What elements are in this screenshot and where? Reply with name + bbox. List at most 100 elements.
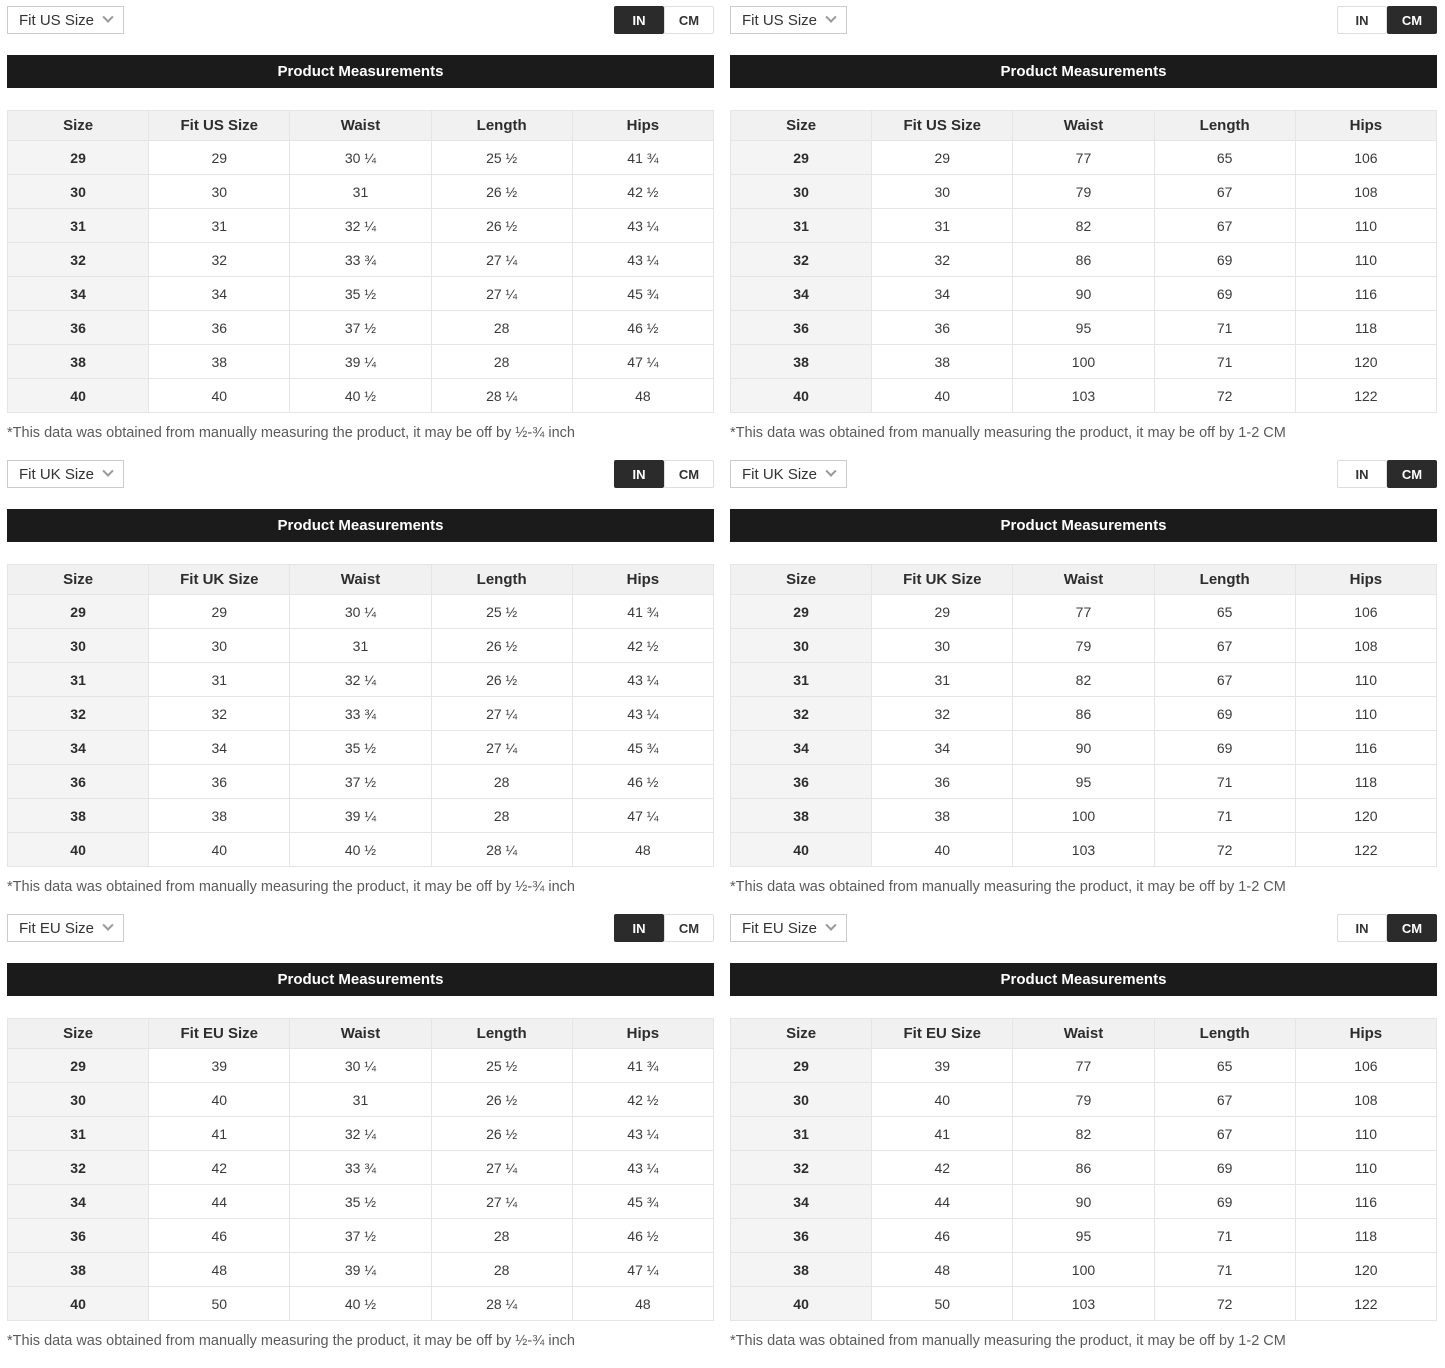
value-cell: 116 <box>1294 276 1438 311</box>
value-cell: 37 ½ <box>289 310 432 345</box>
value-cell: 42 <box>871 1150 1014 1185</box>
unit-toggle-in[interactable]: IN <box>614 6 664 34</box>
unit-toggle-cm[interactable]: CM <box>664 914 714 942</box>
value-cell: 86 <box>1012 696 1155 731</box>
value-cell: 28 <box>430 764 573 799</box>
unit-toggle-cm[interactable]: CM <box>1387 6 1437 34</box>
column-header: Waist <box>1012 564 1155 595</box>
fit-size-dropdown[interactable]: Fit US Size <box>7 6 125 34</box>
unit-toggle-in[interactable]: IN <box>1337 914 1387 942</box>
value-cell: 103 <box>1012 832 1155 867</box>
value-cell: 26 ½ <box>430 208 573 243</box>
value-cell: 118 <box>1294 310 1438 345</box>
value-cell: 33 ¾ <box>289 696 432 731</box>
value-cell: 36 <box>148 764 291 799</box>
value-cell: 32 ¼ <box>289 1116 432 1151</box>
size-cell: 32 <box>729 242 873 277</box>
dropdown-label: Fit UK Size <box>742 465 818 483</box>
column-header: Waist <box>289 564 432 595</box>
table-row: 40 40 40 ½ 28 ¼ 48 <box>6 378 715 413</box>
value-cell: 43 ¼ <box>571 1116 715 1151</box>
column-header: Size <box>729 564 873 595</box>
value-cell: 43 ¼ <box>571 696 715 731</box>
value-cell: 110 <box>1294 208 1438 243</box>
value-cell: 30 ¼ <box>289 1048 432 1083</box>
size-cell: 40 <box>729 378 873 413</box>
value-cell: 77 <box>1012 594 1155 629</box>
value-cell: 39 ¼ <box>289 1252 432 1287</box>
header-row: Size Fit EU Size Waist Length Hips <box>6 1018 715 1049</box>
value-cell: 42 ½ <box>571 174 715 209</box>
value-cell: 31 <box>289 1082 432 1117</box>
column-header: Waist <box>289 1018 432 1049</box>
fit-size-dropdown[interactable]: Fit EU Size <box>7 914 125 942</box>
value-cell: 33 ¾ <box>289 1150 432 1185</box>
value-cell: 108 <box>1294 1082 1438 1117</box>
size-cell: 38 <box>6 344 150 379</box>
value-cell: 118 <box>1294 1218 1438 1253</box>
unit-toggle-in[interactable]: IN <box>1337 460 1387 488</box>
value-cell: 30 ¼ <box>289 140 432 175</box>
panel-fit-eu-cm: Fit EU Size IN CM Product Measurements S… <box>729 908 1438 1362</box>
value-cell: 48 <box>571 378 715 413</box>
dropdown-label: Fit UK Size <box>19 465 95 483</box>
fit-size-dropdown[interactable]: Fit UK Size <box>730 460 848 488</box>
value-cell: 40 <box>871 832 1014 867</box>
unit-toggle-cm[interactable]: CM <box>664 6 714 34</box>
fit-size-dropdown[interactable]: Fit US Size <box>730 6 848 34</box>
value-cell: 100 <box>1012 344 1155 379</box>
panel-fit-us-inches: Fit US Size IN CM Product Measurements S… <box>6 0 715 454</box>
value-cell: 31 <box>289 628 432 663</box>
unit-toggle-in[interactable]: IN <box>614 914 664 942</box>
value-cell: 34 <box>148 276 291 311</box>
table-row: 32 42 86 69 110 <box>729 1150 1438 1185</box>
fit-size-dropdown[interactable]: Fit EU Size <box>730 914 848 942</box>
table-row: 31 41 82 67 110 <box>729 1116 1438 1151</box>
value-cell: 120 <box>1294 344 1438 379</box>
table-row: 34 34 90 69 116 <box>729 730 1438 765</box>
unit-toggle-in[interactable]: IN <box>614 460 664 488</box>
panel-fit-uk-cm: Fit UK Size IN CM Product Measurements S… <box>729 454 1438 908</box>
value-cell: 40 <box>148 378 291 413</box>
value-cell: 40 ½ <box>289 378 432 413</box>
value-cell: 38 <box>871 798 1014 833</box>
footnote: *This data was obtained from manually me… <box>7 879 575 895</box>
value-cell: 43 ¼ <box>571 208 715 243</box>
value-cell: 48 <box>871 1252 1014 1287</box>
unit-toggle-cm[interactable]: CM <box>1387 914 1437 942</box>
value-cell: 82 <box>1012 662 1155 697</box>
value-cell: 37 ½ <box>289 764 432 799</box>
measurements-table: Size Fit EU Size Waist Length Hips 29 39 77 65 1… <box>729 1018 1438 1321</box>
table-row: 34 44 35 ½ 27 ¼ 45 ¾ <box>6 1184 715 1219</box>
table-row: 38 38 100 71 120 <box>729 344 1438 379</box>
value-cell: 35 ½ <box>289 1184 432 1219</box>
value-cell: 32 ¼ <box>289 662 432 697</box>
fit-size-dropdown[interactable]: Fit UK Size <box>7 460 125 488</box>
value-cell: 122 <box>1294 378 1438 413</box>
unit-toggle-cm[interactable]: CM <box>664 460 714 488</box>
value-cell: 110 <box>1294 1150 1438 1185</box>
unit-toggle-cm[interactable]: CM <box>1387 460 1437 488</box>
value-cell: 65 <box>1153 594 1296 629</box>
table-row: 36 46 95 71 118 <box>729 1218 1438 1253</box>
table-title: Product Measurements <box>730 963 1437 996</box>
value-cell: 31 <box>148 208 291 243</box>
table-row: 32 42 33 ¾ 27 ¼ 43 ¼ <box>6 1150 715 1185</box>
size-cell: 29 <box>6 594 150 629</box>
value-cell: 116 <box>1294 1184 1438 1219</box>
value-cell: 27 ¼ <box>430 730 573 765</box>
value-cell: 46 ½ <box>571 764 715 799</box>
value-cell: 46 <box>148 1218 291 1253</box>
value-cell: 50 <box>871 1286 1014 1321</box>
panel-controls: Fit US Size IN CM <box>730 6 1437 34</box>
size-cell: 32 <box>6 1150 150 1185</box>
value-cell: 45 ¾ <box>571 1184 715 1219</box>
value-cell: 72 <box>1153 378 1296 413</box>
value-cell: 39 ¼ <box>289 344 432 379</box>
column-header: Hips <box>571 1018 715 1049</box>
value-cell: 38 <box>871 344 1014 379</box>
value-cell: 82 <box>1012 1116 1155 1151</box>
unit-toggle-in[interactable]: IN <box>1337 6 1387 34</box>
size-cell: 29 <box>729 594 873 629</box>
value-cell: 41 <box>148 1116 291 1151</box>
